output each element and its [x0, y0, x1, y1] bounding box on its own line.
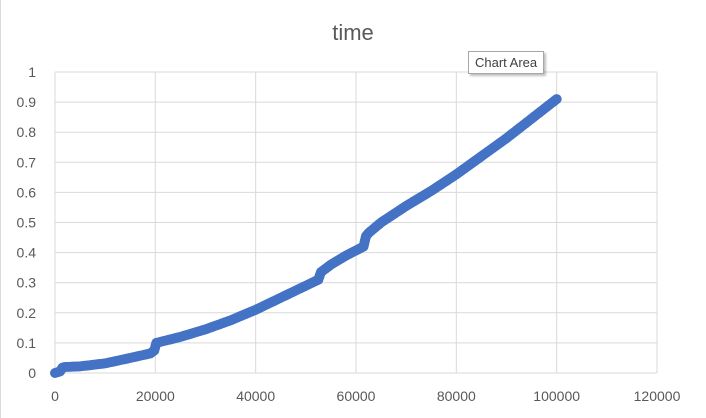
- x-tick-label: 40000: [236, 388, 275, 404]
- x-tick-label: 100000: [533, 388, 580, 404]
- x-tick-label: 120000: [634, 388, 681, 404]
- x-tick-label: 80000: [437, 388, 476, 404]
- y-tick-label: 0.3: [17, 275, 37, 291]
- y-tick-label: 0.1: [17, 335, 37, 351]
- y-tick-label: 0: [28, 365, 36, 381]
- y-tick-label: 0.2: [17, 305, 37, 321]
- y-tick-label: 0.5: [17, 215, 37, 231]
- y-tick-label: 0.7: [17, 154, 37, 170]
- y-tick-label: 0.9: [17, 94, 37, 110]
- chart-area-tooltip: Chart Area: [468, 51, 545, 74]
- x-tick-label: 0: [51, 388, 59, 404]
- x-tick-label: 60000: [337, 388, 376, 404]
- data-point: [551, 94, 562, 105]
- chart-title: time: [332, 20, 374, 45]
- chart-left-border: [0, 0, 1, 418]
- y-tick-label: 1: [28, 64, 36, 80]
- y-tick-label: 0.4: [17, 245, 37, 261]
- y-tick-label: 0.6: [17, 184, 37, 200]
- y-tick-label: 0.8: [17, 124, 37, 140]
- x-tick-label: 20000: [136, 388, 175, 404]
